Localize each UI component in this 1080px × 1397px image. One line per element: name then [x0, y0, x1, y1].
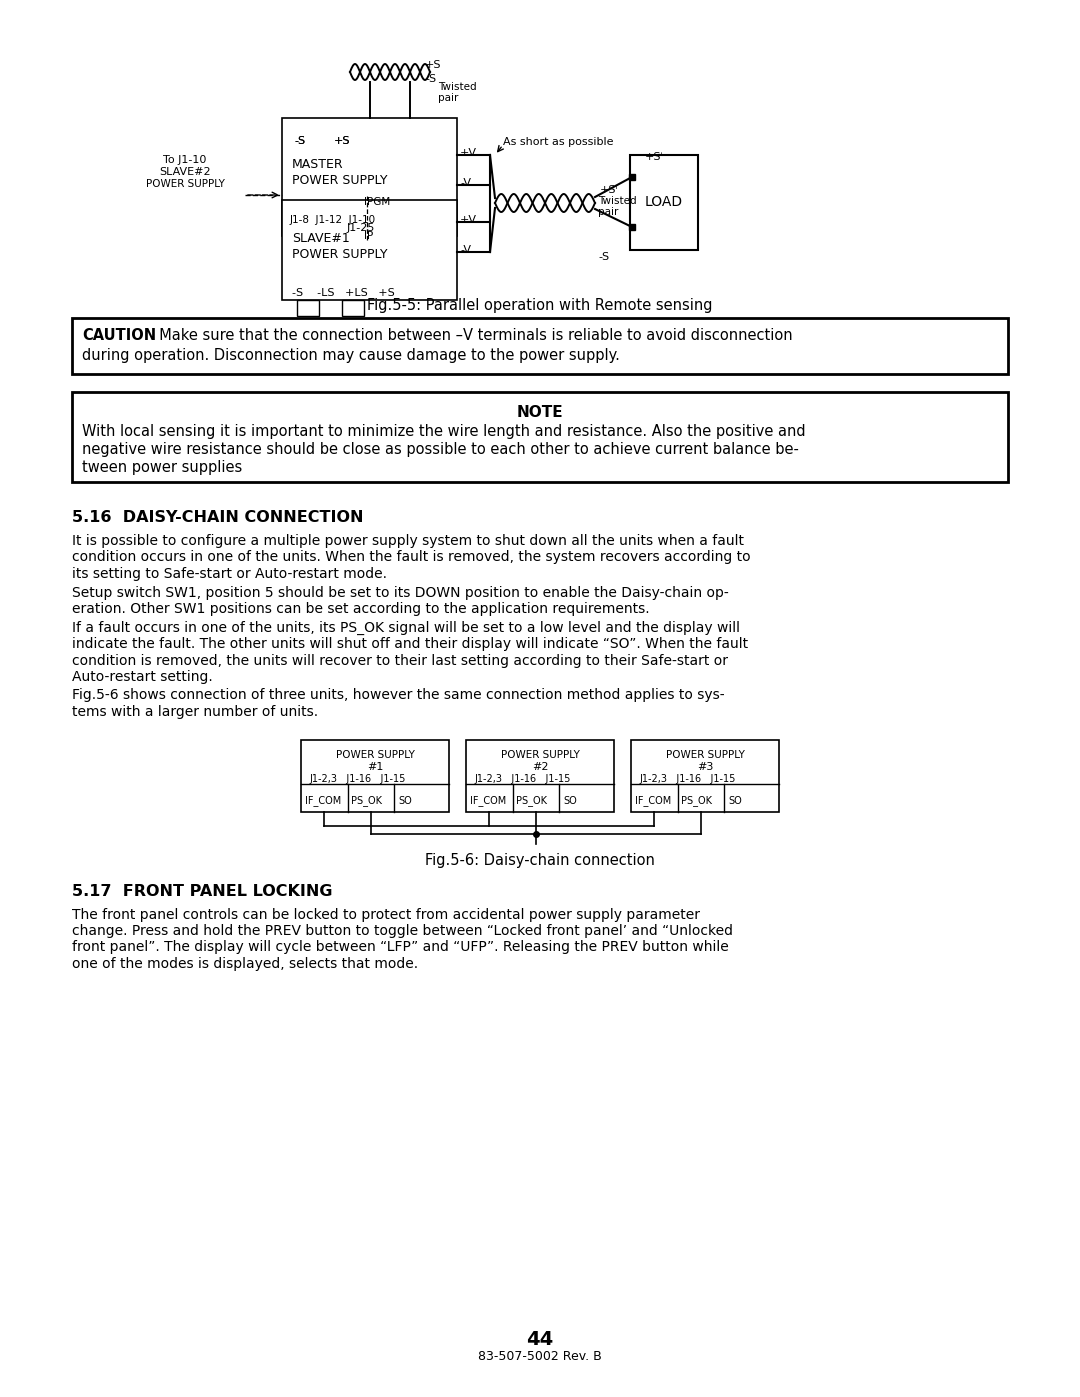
Text: pair: pair: [598, 207, 619, 217]
Text: J1-2,3   J1-16   J1-15: J1-2,3 J1-16 J1-15: [309, 774, 405, 784]
Text: POWER SUPPLY: POWER SUPPLY: [292, 175, 388, 187]
Bar: [282, 200, 457, 300]
Text: Twisted: Twisted: [598, 196, 636, 205]
Text: -S: -S: [294, 136, 306, 147]
Text: Twisted: Twisted: [438, 82, 476, 92]
Text: IPGM: IPGM: [364, 197, 390, 207]
Text: -S: -S: [426, 74, 436, 84]
Text: POWER SUPPLY: POWER SUPPLY: [146, 179, 225, 189]
Text: condition is removed, the units will recover to their last setting according to : condition is removed, the units will rec…: [72, 654, 728, 668]
Text: Fig.5-6 shows connection of three units, however the same connection method appl: Fig.5-6 shows connection of three units,…: [72, 689, 725, 703]
Text: 5.17  FRONT PANEL LOCKING: 5.17 FRONT PANEL LOCKING: [72, 883, 333, 898]
Text: tween power supplies: tween power supplies: [82, 460, 242, 475]
Text: SLAVE#1: SLAVE#1: [292, 232, 350, 244]
Text: NOTE: NOTE: [516, 405, 564, 420]
Text: LOAD: LOAD: [645, 196, 683, 210]
Text: It is possible to configure a multiple power supply system to shut down all the : It is possible to configure a multiple p…: [72, 534, 744, 548]
Bar: [282, 117, 457, 236]
Text: IP: IP: [364, 231, 374, 242]
Text: PS_OK: PS_OK: [351, 795, 382, 806]
Bar: [72, 319, 1008, 374]
Text: -S: -S: [598, 251, 609, 263]
Bar: [301, 739, 449, 812]
Text: its setting to Safe-start or Auto-restart mode.: its setting to Safe-start or Auto-restar…: [72, 567, 387, 581]
Text: pair: pair: [438, 94, 458, 103]
Text: #3: #3: [697, 761, 713, 771]
Text: If a fault occurs in one of the units, its PS_OK signal will be set to a low lev: If a fault occurs in one of the units, i…: [72, 620, 740, 634]
Text: -V: -V: [460, 244, 471, 256]
Text: eration. Other SW1 positions can be set according to the application requirement: eration. Other SW1 positions can be set …: [72, 602, 650, 616]
Text: Make sure that the connection between –V terminals is reliable to avoid disconne: Make sure that the connection between –V…: [150, 328, 793, 344]
Text: POWER SUPPLY: POWER SUPPLY: [500, 750, 580, 760]
Text: J1-2,3   J1-16   J1-15: J1-2,3 J1-16 J1-15: [639, 774, 735, 784]
Text: condition occurs in one of the units. When the fault is removed, the system reco: condition occurs in one of the units. Wh…: [72, 550, 751, 564]
Text: J1-2,3   J1-16   J1-15: J1-2,3 J1-16 J1-15: [474, 774, 570, 784]
Bar: [630, 155, 698, 250]
Text: 83-507-5002 Rev. B: 83-507-5002 Rev. B: [478, 1350, 602, 1363]
Text: Auto-restart setting.: Auto-restart setting.: [72, 671, 213, 685]
Text: +Sⁱ: +Sⁱ: [600, 184, 619, 196]
Text: IF_COM: IF_COM: [635, 795, 672, 806]
Text: one of the modes is displayed, selects that mode.: one of the modes is displayed, selects t…: [72, 957, 418, 971]
Text: POWER SUPPLY: POWER SUPPLY: [336, 750, 415, 760]
Text: IF_COM: IF_COM: [305, 795, 341, 806]
Text: PS_OK: PS_OK: [516, 795, 546, 806]
Text: SO: SO: [563, 795, 577, 806]
Text: +S: +S: [334, 136, 351, 147]
Text: +Sⁱ: +Sⁱ: [645, 152, 663, 162]
Text: With local sensing it is important to minimize the wire length and resistance. A: With local sensing it is important to mi…: [82, 425, 806, 439]
Text: front panel”. The display will cycle between “LFP” and “UFP”. Releasing the PREV: front panel”. The display will cycle bet…: [72, 940, 729, 954]
Text: -V: -V: [460, 177, 471, 189]
Text: IF_COM: IF_COM: [470, 795, 507, 806]
Text: SO: SO: [728, 795, 742, 806]
Text: +V: +V: [460, 215, 477, 225]
Text: J1-8  J1-12  J1-10: J1-8 J1-12 J1-10: [291, 215, 376, 225]
Text: #2: #2: [531, 761, 549, 771]
Text: 5.16  DAISY-CHAIN CONNECTION: 5.16 DAISY-CHAIN CONNECTION: [72, 510, 364, 525]
Text: Fig.5-5: Parallel operation with Remote sensing: Fig.5-5: Parallel operation with Remote …: [367, 298, 713, 313]
Text: Fig.5-6: Daisy-chain connection: Fig.5-6: Daisy-chain connection: [426, 854, 654, 869]
Text: J1-25: J1-25: [347, 224, 376, 233]
Bar: [465, 739, 615, 812]
Text: indicate the fault. The other units will shut off and their display will indicat: indicate the fault. The other units will…: [72, 637, 748, 651]
Text: +V: +V: [460, 148, 477, 158]
Bar: [342, 300, 364, 316]
Text: As short as possible: As short as possible: [503, 137, 613, 147]
Bar: [631, 739, 779, 812]
Text: #1: #1: [367, 761, 383, 771]
Text: 44: 44: [526, 1330, 554, 1350]
Text: +S: +S: [426, 60, 442, 70]
Text: The front panel controls can be locked to protect from accidental power supply p: The front panel controls can be locked t…: [72, 908, 700, 922]
Text: Setup switch SW1, position 5 should be set to its DOWN position to enable the Da: Setup switch SW1, position 5 should be s…: [72, 585, 729, 599]
Bar: [72, 393, 1008, 482]
Text: MASTER: MASTER: [292, 158, 343, 170]
Text: To J1-10: To J1-10: [163, 155, 206, 165]
Text: PS_OK: PS_OK: [681, 795, 712, 806]
Text: +S: +S: [334, 136, 351, 147]
Text: CAUTION: CAUTION: [82, 328, 157, 344]
Text: change. Press and hold the PREV button to toggle between “Locked front panel’ an: change. Press and hold the PREV button t…: [72, 923, 733, 937]
Text: SO: SO: [399, 795, 411, 806]
Bar: [297, 300, 319, 316]
Text: -S    -LS   +LS   +S: -S -LS +LS +S: [292, 288, 395, 298]
Text: negative wire resistance should be close as possible to each other to achieve cu: negative wire resistance should be close…: [82, 441, 799, 457]
Text: tems with a larger number of units.: tems with a larger number of units.: [72, 705, 319, 719]
Text: during operation. Disconnection may cause damage to the power supply.: during operation. Disconnection may caus…: [82, 348, 620, 363]
Text: -S: -S: [294, 136, 306, 147]
Text: SLAVE#2: SLAVE#2: [159, 168, 211, 177]
Text: POWER SUPPLY: POWER SUPPLY: [665, 750, 744, 760]
Text: POWER SUPPLY: POWER SUPPLY: [292, 249, 388, 261]
